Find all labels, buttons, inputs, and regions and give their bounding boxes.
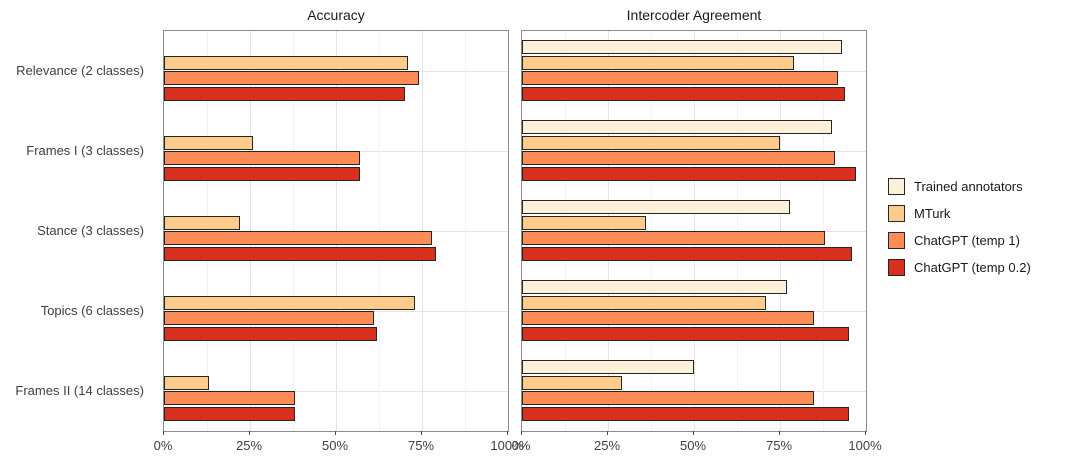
bar-trained-annotators xyxy=(522,280,787,294)
bar-chatgpt-temp-0-2 xyxy=(164,246,436,261)
legend-swatch-chatgpt-temp-0-2 xyxy=(888,259,905,276)
x-axis-tick-label: 75% xyxy=(407,438,435,453)
y-axis-label: Frames I (3 classes) xyxy=(26,142,144,158)
bar-chatgpt-temp-1 xyxy=(522,311,815,325)
x-axis-tick-label: 50% xyxy=(679,438,707,453)
x-axis-tick-mark xyxy=(421,431,422,435)
bar-mturk xyxy=(164,295,416,310)
bar-mturk xyxy=(522,375,622,390)
bar-chatgpt-temp-0-2 xyxy=(522,166,856,181)
legend-label-chatgpt-temp-0-2: ChatGPT (temp 0.2) xyxy=(914,260,1031,275)
facet-title-intercoder-agreement: Intercoder Agreement xyxy=(626,7,762,23)
legend-swatch-mturk xyxy=(888,205,905,222)
bar-chatgpt-temp-1 xyxy=(522,151,836,165)
bar-chatgpt-temp-1 xyxy=(164,391,295,405)
bar-chatgpt-temp-1 xyxy=(164,231,433,245)
legend-label-trained-annotators: Trained annotators xyxy=(914,179,1023,194)
bar-chatgpt-temp-0-2 xyxy=(164,166,361,181)
x-axis-tick-label: 50% xyxy=(321,438,349,453)
bar-chatgpt-temp-0-2 xyxy=(164,86,405,101)
bar-chatgpt-temp-0-2 xyxy=(522,246,853,261)
x-axis-tick-label: 25% xyxy=(235,438,263,453)
bar-chatgpt-temp-0-2 xyxy=(522,326,849,341)
legend-label-mturk: MTurk xyxy=(914,206,951,221)
legend-swatch-chatgpt-temp-1 xyxy=(888,232,905,249)
y-axis-label: Relevance (2 classes) xyxy=(16,62,144,78)
bar-mturk xyxy=(164,135,254,150)
panel-intercoder-agreement xyxy=(521,30,867,432)
x-axis-tick-mark xyxy=(507,431,508,435)
x-axis-tick-label: 100% xyxy=(490,438,524,453)
bar-chatgpt-temp-1 xyxy=(522,231,825,245)
bar-mturk xyxy=(164,215,240,230)
legend-item-chatgpt-temp-0-2: ChatGPT (temp 0.2) xyxy=(888,259,1031,276)
bar-trained-annotators xyxy=(522,40,842,54)
bar-mturk xyxy=(522,135,780,150)
bar-chatgpt-temp-0-2 xyxy=(164,406,295,421)
bar-chatgpt-temp-0-2 xyxy=(164,326,378,341)
x-axis-tick-mark xyxy=(249,431,250,435)
x-axis-tick-label: 0% xyxy=(153,438,173,453)
legend-item-mturk: MTurk xyxy=(888,205,1031,222)
x-axis-tick-label: 100% xyxy=(848,438,882,453)
x-axis-tick-mark xyxy=(521,431,522,435)
bar-chatgpt-temp-0-2 xyxy=(522,406,849,421)
bar-mturk xyxy=(522,295,767,310)
x-axis-tick-label: 75% xyxy=(765,438,793,453)
y-axis-label: Frames II (14 classes) xyxy=(15,382,144,398)
facet-title-accuracy: Accuracy xyxy=(307,7,365,23)
bar-trained-annotators xyxy=(522,120,832,134)
x-axis-tick-mark xyxy=(779,431,780,435)
x-axis-tick-mark xyxy=(335,431,336,435)
x-axis-tick-label: 25% xyxy=(593,438,621,453)
legend-swatch-trained-annotators xyxy=(888,178,905,195)
legend-label-chatgpt-temp-1: ChatGPT (temp 1) xyxy=(914,233,1020,248)
bar-mturk xyxy=(522,215,646,230)
x-axis-tick-mark xyxy=(163,431,164,435)
bar-chatgpt-temp-1 xyxy=(164,311,374,325)
x-axis-tick-mark xyxy=(607,431,608,435)
x-axis-tick-mark xyxy=(693,431,694,435)
panel-accuracy xyxy=(163,30,509,432)
y-axis-label: Topics (6 classes) xyxy=(40,302,144,318)
bar-mturk xyxy=(522,55,794,70)
legend-item-chatgpt-temp-1: ChatGPT (temp 1) xyxy=(888,232,1031,249)
x-axis-tick-mark xyxy=(865,431,866,435)
bar-mturk xyxy=(164,55,409,70)
bar-chatgpt-temp-1 xyxy=(164,71,419,85)
bar-trained-annotators xyxy=(522,200,791,214)
bar-mturk xyxy=(164,375,209,390)
bar-chatgpt-temp-1 xyxy=(164,151,361,165)
legend: Trained annotators MTurk ChatGPT (temp 1… xyxy=(888,178,1031,286)
x-axis-tick-label: 0% xyxy=(511,438,531,453)
bar-chatgpt-temp-1 xyxy=(522,391,815,405)
legend-item-trained-annotators: Trained annotators xyxy=(888,178,1031,195)
bar-chatgpt-temp-1 xyxy=(522,71,839,85)
bar-chatgpt-temp-0-2 xyxy=(522,86,846,101)
gridline-vertical-minor xyxy=(465,31,466,431)
y-axis-label: Stance (3 classes) xyxy=(37,222,144,238)
bar-trained-annotators xyxy=(522,360,694,374)
